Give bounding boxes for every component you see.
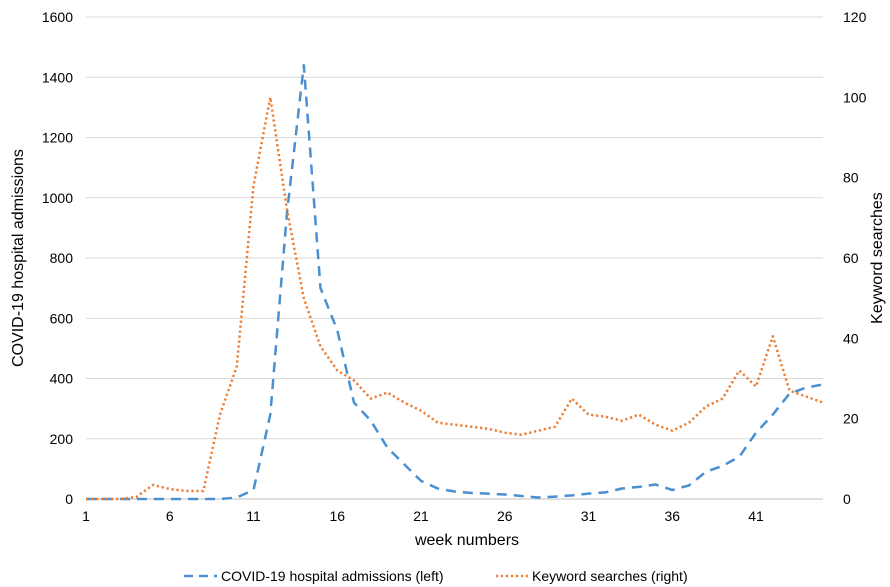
x-tick-label: 11 bbox=[246, 508, 261, 524]
x-tick-labels: 1 6 11 16 21 26 31 36 41 bbox=[82, 508, 764, 524]
x-tick-label: 31 bbox=[581, 508, 597, 524]
hospital-admissions-line bbox=[86, 63, 824, 501]
y-right-tick-label: 0 bbox=[843, 491, 851, 507]
x-tick-label: 41 bbox=[748, 508, 764, 524]
y-left-axis-title: COVID-19 hospital admissions bbox=[10, 149, 27, 367]
x-tick-label: 6 bbox=[166, 508, 174, 524]
keyword-searches-line bbox=[86, 96, 824, 501]
legend-label-admissions: COVID-19 hospital admissions (left) bbox=[221, 568, 444, 584]
y-left-tick-label: 1400 bbox=[42, 69, 73, 85]
y-right-tick-label: 60 bbox=[843, 250, 859, 266]
y-left-tick-label: 0 bbox=[65, 491, 73, 507]
y-left-tick-label: 1200 bbox=[42, 130, 73, 146]
y-left-tick-label: 1000 bbox=[42, 190, 73, 206]
y-right-tick-labels: 0 20 40 60 80 100 120 bbox=[843, 9, 867, 507]
x-tick-label: 1 bbox=[82, 508, 90, 524]
y-right-tick-label: 40 bbox=[843, 330, 859, 346]
y-right-tick-label: 100 bbox=[843, 89, 867, 105]
y-left-tick-label: 600 bbox=[50, 310, 74, 326]
x-tick-label: 26 bbox=[497, 508, 513, 524]
legend: COVID-19 hospital admissions (left) Keyw… bbox=[184, 568, 688, 584]
x-axis-title: week numbers bbox=[414, 532, 519, 549]
y-right-axis-title: Keyword searches bbox=[869, 192, 886, 324]
legend-label-keywords: Keyword searches (right) bbox=[532, 568, 688, 584]
y-right-tick-label: 80 bbox=[843, 170, 859, 186]
y-left-tick-label: 400 bbox=[50, 371, 74, 387]
x-tick-label: 21 bbox=[413, 508, 429, 524]
y-left-tick-label: 200 bbox=[50, 431, 74, 447]
y-left-tick-labels: 0 200 400 600 800 1000 1200 1400 1600 bbox=[42, 9, 73, 507]
series-lines bbox=[86, 63, 824, 501]
y-left-tick-label: 800 bbox=[50, 250, 74, 266]
x-tick-label: 16 bbox=[329, 508, 345, 524]
gridlines bbox=[86, 16, 823, 440]
y-right-tick-label: 20 bbox=[843, 411, 859, 427]
x-tick-label: 36 bbox=[664, 508, 680, 524]
y-left-tick-label: 1600 bbox=[42, 9, 73, 25]
y-right-tick-label: 120 bbox=[843, 9, 867, 25]
